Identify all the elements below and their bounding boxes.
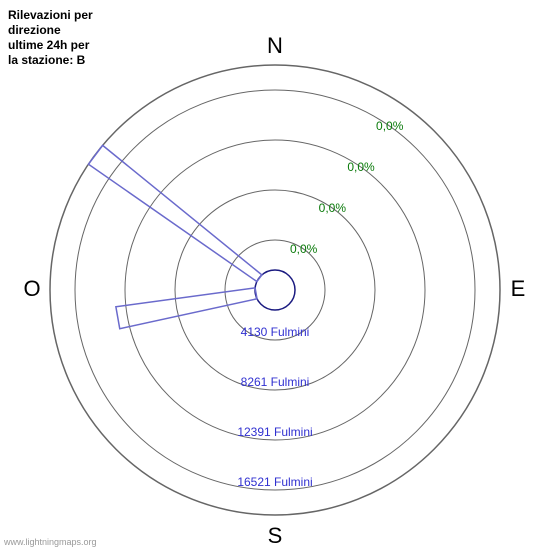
ring-pct-label: 0,0%	[347, 160, 375, 174]
rose-petal	[116, 288, 257, 329]
ring-pct-label: 0,0%	[290, 242, 318, 256]
ring-count-label: 12391 Fulmini	[237, 425, 312, 439]
ring-count-label: 4130 Fulmini	[241, 325, 310, 339]
ring-pct-label: 0,0%	[319, 201, 347, 215]
axis-label-o: O	[23, 276, 40, 301]
axis-label-s: S	[268, 523, 283, 548]
grid-ring	[125, 140, 425, 440]
ring-count-label: 8261 Fulmini	[241, 375, 310, 389]
polar-chart: 0,0% 0,0% 0,0% 0,0% 4130 Fulmini 8261 Fulmin…	[0, 0, 550, 550]
grid-ring	[50, 65, 500, 515]
axis-label-n: N	[267, 33, 283, 58]
rose-petal	[88, 145, 261, 281]
ring-pct-label: 0,0%	[376, 119, 404, 133]
grid-ring	[175, 190, 375, 390]
footer-credit: www.lightningmaps.org	[4, 537, 97, 547]
ring-count-label: 16521 Fulmini	[237, 475, 312, 489]
axis-label-e: E	[511, 276, 526, 301]
